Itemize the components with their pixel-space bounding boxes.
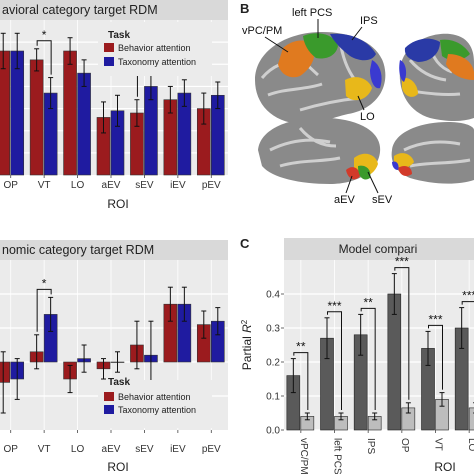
- x-tick-label: iEV: [170, 444, 186, 455]
- panel-b-letter: B: [240, 1, 249, 16]
- bar: [10, 50, 25, 176]
- bar: [77, 72, 91, 176]
- significance-bracket: [36, 40, 52, 75]
- brain-label-vpcpm: vPC/PM: [242, 25, 282, 37]
- significance-marker: ***: [327, 299, 341, 313]
- y-tick-label: 0.3: [266, 324, 280, 335]
- significance-marker: **: [363, 295, 373, 309]
- brain-left-lateral: [255, 32, 386, 125]
- x-tick-label: OP: [399, 438, 410, 453]
- panel-c-ylabel: Partial R2: [240, 319, 255, 370]
- brain-right-lateral: [399, 33, 474, 121]
- legend-top-label-behavior: Behavior attention: [118, 43, 191, 53]
- legend-bottom-title: Task: [108, 377, 130, 388]
- x-tick-label: iEV: [170, 180, 186, 191]
- brain-label-sev: sEV: [372, 194, 393, 206]
- panel-b-brain: B: [240, 1, 474, 206]
- significance-bracket: [394, 267, 410, 400]
- panel-c-letter: C: [240, 236, 250, 251]
- brain-labels: vPC/PM left PCS IPS LO aEV sEV: [242, 7, 393, 206]
- x-tick-label: VT: [38, 444, 51, 455]
- y-tick-label: 0.2: [266, 358, 280, 369]
- significance-marker: ***: [462, 289, 474, 303]
- legend-top-title: Task: [108, 30, 130, 41]
- significance-marker: ***: [395, 255, 409, 269]
- bar: [0, 50, 11, 176]
- x-tick-label: aEV: [102, 444, 121, 455]
- legend-bottom-swatch-taxonomy: [104, 405, 114, 414]
- x-tick-label: aEV: [102, 180, 121, 191]
- bar: [468, 407, 474, 431]
- legend-bottom: Task Behavior attention Taxonomy attenti…: [98, 377, 212, 428]
- panel-bottom-left: nomic category target RDM * OP VT LO aEV sEV…: [0, 240, 228, 474]
- x-tick-label: OP: [3, 444, 18, 455]
- brain-left-medial: [258, 117, 381, 184]
- significance-bracket: [36, 288, 52, 332]
- legend-top-swatch-behavior: [104, 43, 114, 52]
- y-tick-label: 0.0: [266, 426, 280, 437]
- x-tick-label: IPS: [365, 438, 376, 454]
- x-tick-label: sEV: [135, 180, 154, 191]
- bar: [0, 361, 11, 383]
- significance-bracket: [293, 352, 309, 410]
- x-tick-label: vPC/PM: [298, 438, 309, 474]
- significance-bracket: [428, 324, 443, 390]
- x-tick-label: pEV: [202, 180, 221, 191]
- x-tick-label: LO: [71, 444, 85, 455]
- panel-bottom-left-strip: [0, 240, 228, 260]
- legend-top-box: [98, 22, 212, 76]
- legend-top-label-taxonomy: Taxonomy attention: [118, 57, 196, 67]
- bar: [29, 59, 44, 176]
- panel-top-left-strip: [0, 0, 228, 20]
- legend-top-swatch-taxonomy: [104, 57, 114, 66]
- x-tick-label: LO: [71, 180, 85, 191]
- x-tick-label: OP: [3, 180, 18, 191]
- axis-title-roi-c: ROI: [434, 460, 455, 474]
- x-tick-label: VT: [433, 438, 444, 451]
- panel-c: C Model compari Partial R2 ***** ********…: [240, 236, 474, 474]
- x-tick-label: LO: [466, 438, 474, 452]
- y-tick-label: 0.1: [266, 392, 280, 403]
- brain-label-aev: aEV: [334, 194, 355, 206]
- x-tick-label: sEV: [135, 444, 154, 455]
- significance-bracket: [461, 301, 474, 305]
- bar: [63, 50, 77, 176]
- legend-bottom-label-taxonomy: Taxonomy attention: [118, 405, 196, 415]
- significance-marker: ***: [428, 312, 442, 326]
- legend-bottom-box: [98, 380, 212, 428]
- brain-label-left-pcs: left PCS: [292, 7, 332, 19]
- panel-c-strip: [284, 238, 474, 260]
- significance-marker: *: [42, 276, 47, 290]
- axis-title-roi-top: ROI: [107, 197, 128, 211]
- panel-bottom-left-title: nomic category target RDM: [2, 243, 154, 257]
- panel-c-title: Model compari: [339, 242, 418, 256]
- x-tick-label: VT: [38, 180, 51, 191]
- panel-top-left-title: avioral category target RDM: [2, 3, 158, 17]
- significance-bracket: [327, 311, 342, 410]
- axis-title-roi-bottom: ROI: [107, 460, 128, 474]
- y-tick-label: 0.4: [266, 290, 280, 301]
- brain-right-medial: [391, 122, 474, 184]
- panel-top-left: avioral category target RDM ** OPVTLOaEV…: [0, 0, 228, 211]
- legend-bottom-swatch-behavior: [104, 392, 114, 401]
- x-tick-label: pEV: [202, 444, 221, 455]
- x-tick-label: left PCS: [332, 438, 343, 474]
- significance-marker: *: [42, 28, 47, 42]
- legend-bottom-label-behavior: Behavior attention: [118, 392, 191, 402]
- brain-label-ips: IPS: [360, 15, 378, 27]
- significance-marker: **: [296, 340, 306, 354]
- legend-top: Task Behavior attention Taxonomy attenti…: [98, 22, 212, 76]
- significance-bracket: [360, 307, 376, 410]
- brain-label-lo: LO: [360, 111, 375, 123]
